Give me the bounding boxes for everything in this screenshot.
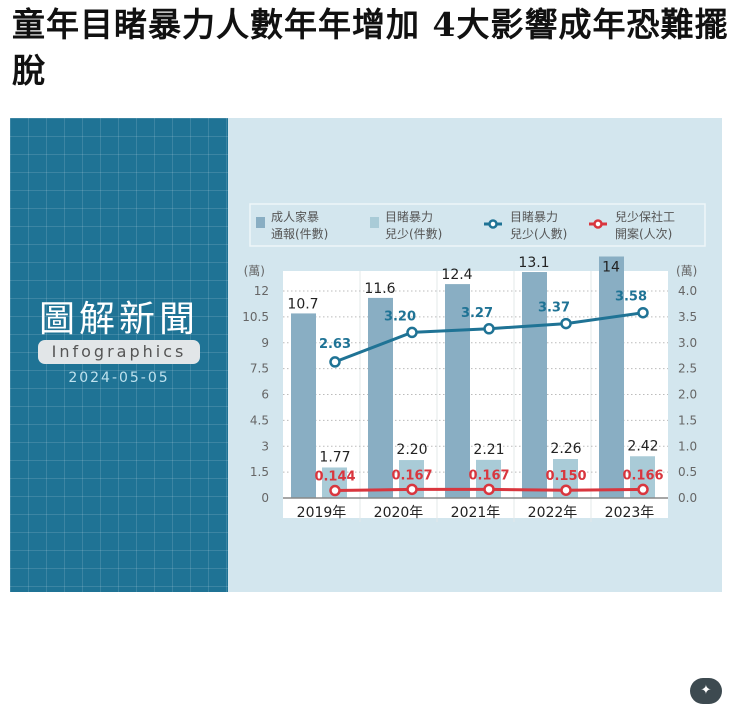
bar-label: 2.42 bbox=[627, 438, 658, 454]
point-label: 3.37 bbox=[538, 301, 570, 316]
legend-label: 兒少(件數) bbox=[385, 227, 442, 241]
bar-label: 2.26 bbox=[550, 441, 581, 457]
brand-subtitle: Infographics bbox=[38, 340, 200, 364]
brand-title: 圖解新聞 bbox=[38, 299, 199, 340]
bar-label: 13.1 bbox=[518, 255, 549, 271]
right-tick-label: 4.0 bbox=[678, 284, 697, 298]
point-label: 3.20 bbox=[384, 309, 416, 324]
legend-box bbox=[249, 203, 706, 247]
bar-label: 2.20 bbox=[396, 442, 427, 458]
legend-label: 開案(人次) bbox=[615, 226, 672, 241]
right-tick-label: 3.0 bbox=[678, 336, 697, 350]
bar-adult-reports bbox=[599, 256, 624, 498]
left-tick-label: 1.5 bbox=[250, 465, 269, 479]
headline: 童年目睹暴力人數年年增加 4大影響成年恐難擺脫 bbox=[12, 5, 729, 90]
bar-label: 12.4 bbox=[441, 267, 472, 283]
point-label: 2.63 bbox=[319, 337, 351, 352]
magic-wand-icon[interactable]: ✦ bbox=[690, 678, 722, 704]
brand-panel: 圖解新聞 Infographics 2024-05-05 bbox=[10, 118, 228, 592]
line-point bbox=[560, 484, 572, 496]
line-point bbox=[406, 483, 418, 496]
left-tick-label: 12 bbox=[254, 284, 269, 298]
legend-label: 通報(件數) bbox=[271, 227, 328, 241]
left-tick-label: 0 bbox=[261, 491, 269, 505]
bar-adult-reports bbox=[445, 284, 470, 498]
line-point bbox=[560, 317, 572, 330]
line-point bbox=[637, 483, 649, 496]
bar-adult-reports bbox=[291, 313, 316, 498]
legend-marker bbox=[593, 219, 603, 229]
bar-label: 2.21 bbox=[473, 442, 504, 458]
bar-adult-reports bbox=[522, 272, 547, 498]
point-label: 0.166 bbox=[622, 468, 663, 483]
legend-label: 目睹暴力 bbox=[385, 210, 433, 224]
right-axis-unit: (萬) bbox=[676, 264, 697, 278]
point-label: 0.167 bbox=[468, 468, 509, 483]
line-point bbox=[483, 323, 495, 335]
x-tick-label: 2022年 bbox=[528, 505, 578, 521]
x-tick-label: 2020年 bbox=[374, 505, 424, 521]
bar-adult-reports bbox=[368, 297, 393, 498]
point-label: 3.58 bbox=[615, 290, 647, 305]
legend-swatch bbox=[370, 217, 379, 228]
left-tick-label: 3 bbox=[261, 439, 269, 453]
right-tick-label: 2.5 bbox=[678, 362, 697, 376]
left-tick-label: 10.5 bbox=[242, 310, 269, 324]
bar-label: 10.7 bbox=[287, 296, 318, 312]
line-point bbox=[483, 483, 495, 496]
legend-label: 成人家暴 bbox=[271, 209, 319, 224]
left-tick-label: 9 bbox=[261, 336, 269, 350]
right-tick-label: 1.0 bbox=[678, 439, 697, 453]
left-tick-label: 7.5 bbox=[250, 362, 269, 376]
publish-date: 2024-05-05 bbox=[68, 370, 170, 386]
legend-swatch bbox=[256, 217, 265, 228]
point-label: 0.167 bbox=[391, 468, 432, 483]
bar-label: 1.77 bbox=[319, 449, 350, 465]
right-tick-label: 0.0 bbox=[678, 491, 697, 505]
legend-label: 目睹暴力 bbox=[510, 210, 558, 224]
line-point bbox=[329, 484, 341, 497]
left-tick-label: 6 bbox=[261, 388, 269, 402]
bar-label: 11.6 bbox=[364, 281, 395, 297]
line-point bbox=[637, 306, 649, 319]
line-point bbox=[329, 356, 341, 368]
right-tick-label: 0.5 bbox=[678, 465, 697, 479]
point-label: 0.150 bbox=[545, 469, 586, 484]
left-tick-label: 4.5 bbox=[250, 413, 269, 427]
x-tick-label: 2021年 bbox=[451, 505, 501, 521]
x-tick-label: 2023年 bbox=[605, 505, 655, 521]
line-point bbox=[406, 326, 418, 339]
x-tick-label: 2019年 bbox=[297, 505, 347, 521]
bar-label: 14 bbox=[602, 260, 620, 276]
point-label: 3.27 bbox=[461, 306, 493, 321]
left-axis-unit: (萬) bbox=[244, 264, 265, 278]
legend-marker bbox=[488, 219, 498, 229]
right-tick-label: 2.0 bbox=[678, 388, 697, 402]
legend-label: 兒少保社工 bbox=[615, 209, 675, 224]
legend-label: 兒少(人數) bbox=[510, 227, 567, 241]
infographic: 圖解新聞 Infographics 2024-05-05 成人家暴通報(件數) 目… bbox=[10, 118, 722, 704]
right-tick-label: 3.5 bbox=[678, 310, 697, 324]
point-label: 0.144 bbox=[314, 470, 355, 485]
right-tick-label: 1.5 bbox=[678, 413, 697, 427]
